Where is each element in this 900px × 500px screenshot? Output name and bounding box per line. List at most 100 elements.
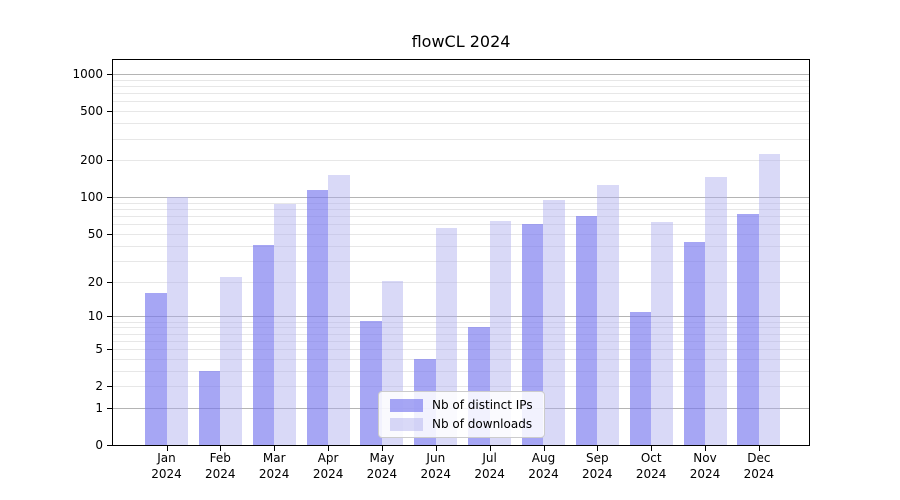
- x-tick-label: Jan 2024: [137, 450, 197, 482]
- minor-gridline: [113, 349, 809, 350]
- minor-gridline: [113, 245, 809, 247]
- bar-dec-downloads: [758, 153, 781, 445]
- y-tick-label: 200: [80, 153, 103, 168]
- bar-jul-downloads: [489, 220, 512, 445]
- minor-gridline: [113, 370, 809, 372]
- bar-oct-ips: [629, 311, 652, 445]
- x-tick-mark: [651, 446, 653, 451]
- minor-gridline: [113, 123, 809, 125]
- x-tick-month: Sep: [585, 451, 609, 465]
- x-tick-mark: [543, 446, 545, 451]
- bar-sep-downloads: [597, 185, 619, 445]
- y-tick-mark: [107, 316, 112, 318]
- minor-gridline: [113, 340, 809, 342]
- y-tick-label: 2: [95, 379, 103, 394]
- x-tick-label: May 2024: [352, 450, 412, 482]
- x-tick-label: Oct 2024: [621, 450, 681, 482]
- minor-gridline: [113, 216, 809, 218]
- y-tick-mark: [107, 281, 112, 283]
- minor-gridline: [113, 209, 809, 211]
- x-tick-mark: [489, 446, 491, 451]
- x-tick-month: Nov: [693, 451, 717, 465]
- x-tick-year: 2024: [258, 467, 290, 481]
- x-tick-month: Jul: [482, 451, 497, 465]
- x-tick-year: 2024: [312, 467, 344, 481]
- x-tick-year: 2024: [366, 467, 398, 481]
- x-tick-month: Oct: [640, 451, 662, 465]
- bar-apr-ips: [306, 189, 329, 445]
- y-tick-label: 500: [80, 104, 103, 119]
- x-tick-mark: [435, 446, 437, 451]
- minor-gridline: [113, 386, 809, 388]
- bar-may-ips: [360, 321, 382, 445]
- x-tick-label: Nov 2024: [675, 450, 735, 482]
- x-tick-mark: [166, 446, 168, 451]
- legend-label: Nb of downloads: [432, 417, 533, 431]
- bar-jun-downloads: [435, 227, 458, 445]
- x-tick-month: Jan: [157, 451, 176, 465]
- x-tick-year: 2024: [582, 467, 613, 481]
- x-tick-mark: [274, 446, 276, 451]
- x-tick-year: 2024: [528, 467, 559, 481]
- x-tick-month: Feb: [209, 451, 231, 465]
- x-tick-year: 2024: [689, 467, 721, 481]
- y-tick-mark: [107, 160, 112, 162]
- legend-item-ips: Nb of distinct IPs: [390, 398, 536, 412]
- bar-feb-downloads: [220, 276, 242, 445]
- x-tick-mark: [758, 446, 760, 451]
- minor-gridline: [113, 327, 809, 329]
- x-tick-month: Jun: [426, 451, 446, 465]
- y-tick-mark: [107, 111, 112, 113]
- x-tick-label: Jul 2024: [460, 450, 520, 482]
- x-tick-year: 2024: [635, 467, 667, 481]
- y-tick-label: 1: [95, 401, 103, 415]
- x-tick-mark: [705, 446, 706, 451]
- x-tick-label: Apr 2024: [298, 450, 358, 482]
- minor-gridline: [113, 160, 809, 162]
- bar-aug-ips: [521, 224, 544, 445]
- bar-dec-ips: [737, 214, 759, 445]
- legend-label: Nb of distinct IPs: [432, 398, 533, 412]
- minor-gridline: [113, 111, 809, 113]
- bar-mar-ips: [252, 245, 275, 445]
- y-tick-mark: [107, 408, 112, 409]
- y-tick-mark: [107, 74, 112, 75]
- bar-nov-ips: [683, 241, 705, 445]
- x-tick-label: Dec 2024: [729, 450, 789, 482]
- x-tick-mark: [597, 446, 599, 451]
- x-tick-month: Mar: [262, 451, 286, 465]
- minor-gridline: [113, 86, 809, 87]
- x-tick-year: 2024: [151, 467, 182, 481]
- bar-apr-downloads: [328, 175, 350, 445]
- x-tick-month: May: [369, 451, 395, 465]
- x-tick-mark: [381, 446, 383, 451]
- plot-area: [112, 59, 810, 446]
- bar-nov-downloads: [705, 177, 727, 445]
- minor-gridline: [113, 234, 809, 235]
- x-tick-mark: [328, 446, 330, 451]
- legend-swatch-downloads: [390, 417, 423, 431]
- legend: Nb of distinct IPs Nb of downloads: [378, 391, 545, 438]
- x-tick-label: Mar 2024: [244, 450, 304, 482]
- bar-jan-ips: [145, 292, 167, 445]
- minor-gridline: [113, 358, 809, 360]
- bar-oct-downloads: [651, 222, 673, 445]
- minor-gridline: [113, 260, 809, 262]
- minor-gridline: [113, 321, 809, 323]
- minor-gridline: [113, 79, 809, 81]
- x-tick-month: Aug: [531, 451, 556, 465]
- x-tick-year: 2024: [420, 467, 452, 481]
- minor-gridline: [113, 138, 809, 140]
- y-tick-label: 100: [80, 190, 103, 205]
- x-tick-mark: [220, 446, 222, 451]
- minor-gridline: [113, 333, 809, 335]
- bar-feb-ips: [198, 370, 221, 445]
- x-tick-year: 2024: [743, 467, 775, 481]
- minor-gridline: [113, 101, 809, 103]
- y-tick-label: 50: [87, 227, 103, 241]
- y-tick-label: 20: [87, 274, 103, 289]
- y-tick-mark: [107, 386, 112, 388]
- y-tick-label: 10: [87, 309, 103, 324]
- x-tick-year: 2024: [474, 467, 505, 481]
